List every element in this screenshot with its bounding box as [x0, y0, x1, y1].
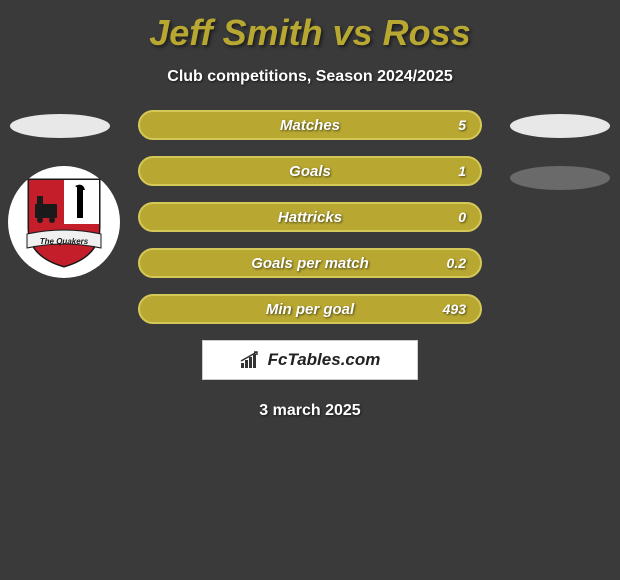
badge-circle: The Quakers: [8, 166, 120, 278]
club-badge-left: The Quakers: [8, 166, 120, 278]
player-left-avatar-placeholder: [10, 114, 110, 138]
brand-attribution[interactable]: FcTables.com: [202, 340, 418, 380]
bar-chart-icon: [240, 351, 262, 369]
stat-bars: Matches 5 Goals 1 Hattricks 0 Goals per …: [138, 110, 482, 324]
stat-row-min-per-goal: Min per goal 493: [138, 294, 482, 324]
stat-value-right: 1: [458, 163, 466, 179]
stat-value-right: 0: [458, 209, 466, 225]
subtitle: Club competitions, Season 2024/2025: [0, 68, 620, 86]
stat-row-hattricks: Hattricks 0: [138, 202, 482, 232]
stat-value-right: 0.2: [447, 255, 466, 271]
player-right-avatar-placeholder: [510, 114, 610, 138]
stat-row-goals-per-match: Goals per match 0.2: [138, 248, 482, 278]
stat-value-right: 5: [458, 117, 466, 133]
badge-ribbon-text: The Quakers: [40, 237, 89, 246]
stat-label: Goals per match: [251, 255, 369, 272]
stat-label: Matches: [280, 117, 340, 134]
comparison-area: The Quakers Matches 5 Goals 1 Hattricks …: [0, 110, 620, 324]
shield-icon: The Quakers: [25, 176, 103, 268]
stat-row-matches: Matches 5: [138, 110, 482, 140]
stat-value-right: 493: [443, 301, 466, 317]
stat-row-goals: Goals 1: [138, 156, 482, 186]
stat-label: Hattricks: [278, 209, 342, 226]
badge-shield: The Quakers: [25, 176, 103, 268]
player-right-club-placeholder: [510, 166, 610, 190]
date-label: 3 march 2025: [0, 402, 620, 420]
stat-label: Min per goal: [266, 301, 354, 318]
page-title: Jeff Smith vs Ross: [0, 0, 620, 54]
brand-text: FcTables.com: [268, 350, 381, 370]
stat-label: Goals: [289, 163, 331, 180]
